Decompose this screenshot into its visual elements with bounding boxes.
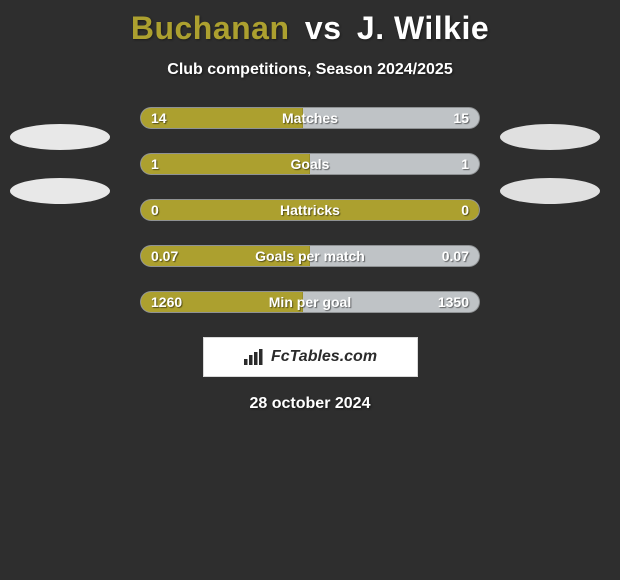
comparison-title: Buchanan vs J. Wilkie xyxy=(0,0,620,47)
stat-value-left: 0.07 xyxy=(151,248,178,264)
source-logo: FcTables.com xyxy=(243,348,377,366)
team-badge-right xyxy=(500,124,600,150)
stat-label: Matches xyxy=(282,110,338,126)
stat-value-left: 1260 xyxy=(151,294,182,310)
source-badge: FcTables.com xyxy=(203,337,418,377)
stat-value-left: 1 xyxy=(151,156,159,172)
stat-label: Goals xyxy=(291,156,330,172)
stat-row: 0.07 Goals per match 0.07 xyxy=(140,245,480,267)
stat-row: 1260 Min per goal 1350 xyxy=(140,291,480,313)
player1-name: Buchanan xyxy=(131,10,290,46)
stat-value-right: 1350 xyxy=(438,294,469,310)
bars-icon xyxy=(243,348,265,366)
stat-label: Goals per match xyxy=(255,248,365,264)
player2-name: J. Wilkie xyxy=(357,10,489,46)
stat-label: Min per goal xyxy=(269,294,351,310)
stat-label: Hattricks xyxy=(280,202,340,218)
team-badge-right xyxy=(500,178,600,204)
subtitle: Club competitions, Season 2024/2025 xyxy=(0,61,620,79)
team-badge-left xyxy=(10,178,110,204)
stat-value-right: 15 xyxy=(453,110,469,126)
stat-value-right: 0.07 xyxy=(442,248,469,264)
stat-value-right: 1 xyxy=(461,156,469,172)
stat-value-right: 0 xyxy=(461,202,469,218)
source-text: FcTables.com xyxy=(271,348,377,366)
stats-container: 14 Matches 15 1 Goals 1 0 Hattricks 0 0.07 Goals p… xyxy=(140,107,480,313)
stat-value-left: 0 xyxy=(151,202,159,218)
stat-value-left: 14 xyxy=(151,110,167,126)
team-badge-left xyxy=(10,124,110,150)
stat-row: 14 Matches 15 xyxy=(140,107,480,129)
stat-row: 1 Goals 1 xyxy=(140,153,480,175)
date-text: 28 october 2024 xyxy=(0,395,620,413)
stat-row: 0 Hattricks 0 xyxy=(140,199,480,221)
vs-text: vs xyxy=(305,10,342,46)
bar-fill-left xyxy=(141,154,310,174)
